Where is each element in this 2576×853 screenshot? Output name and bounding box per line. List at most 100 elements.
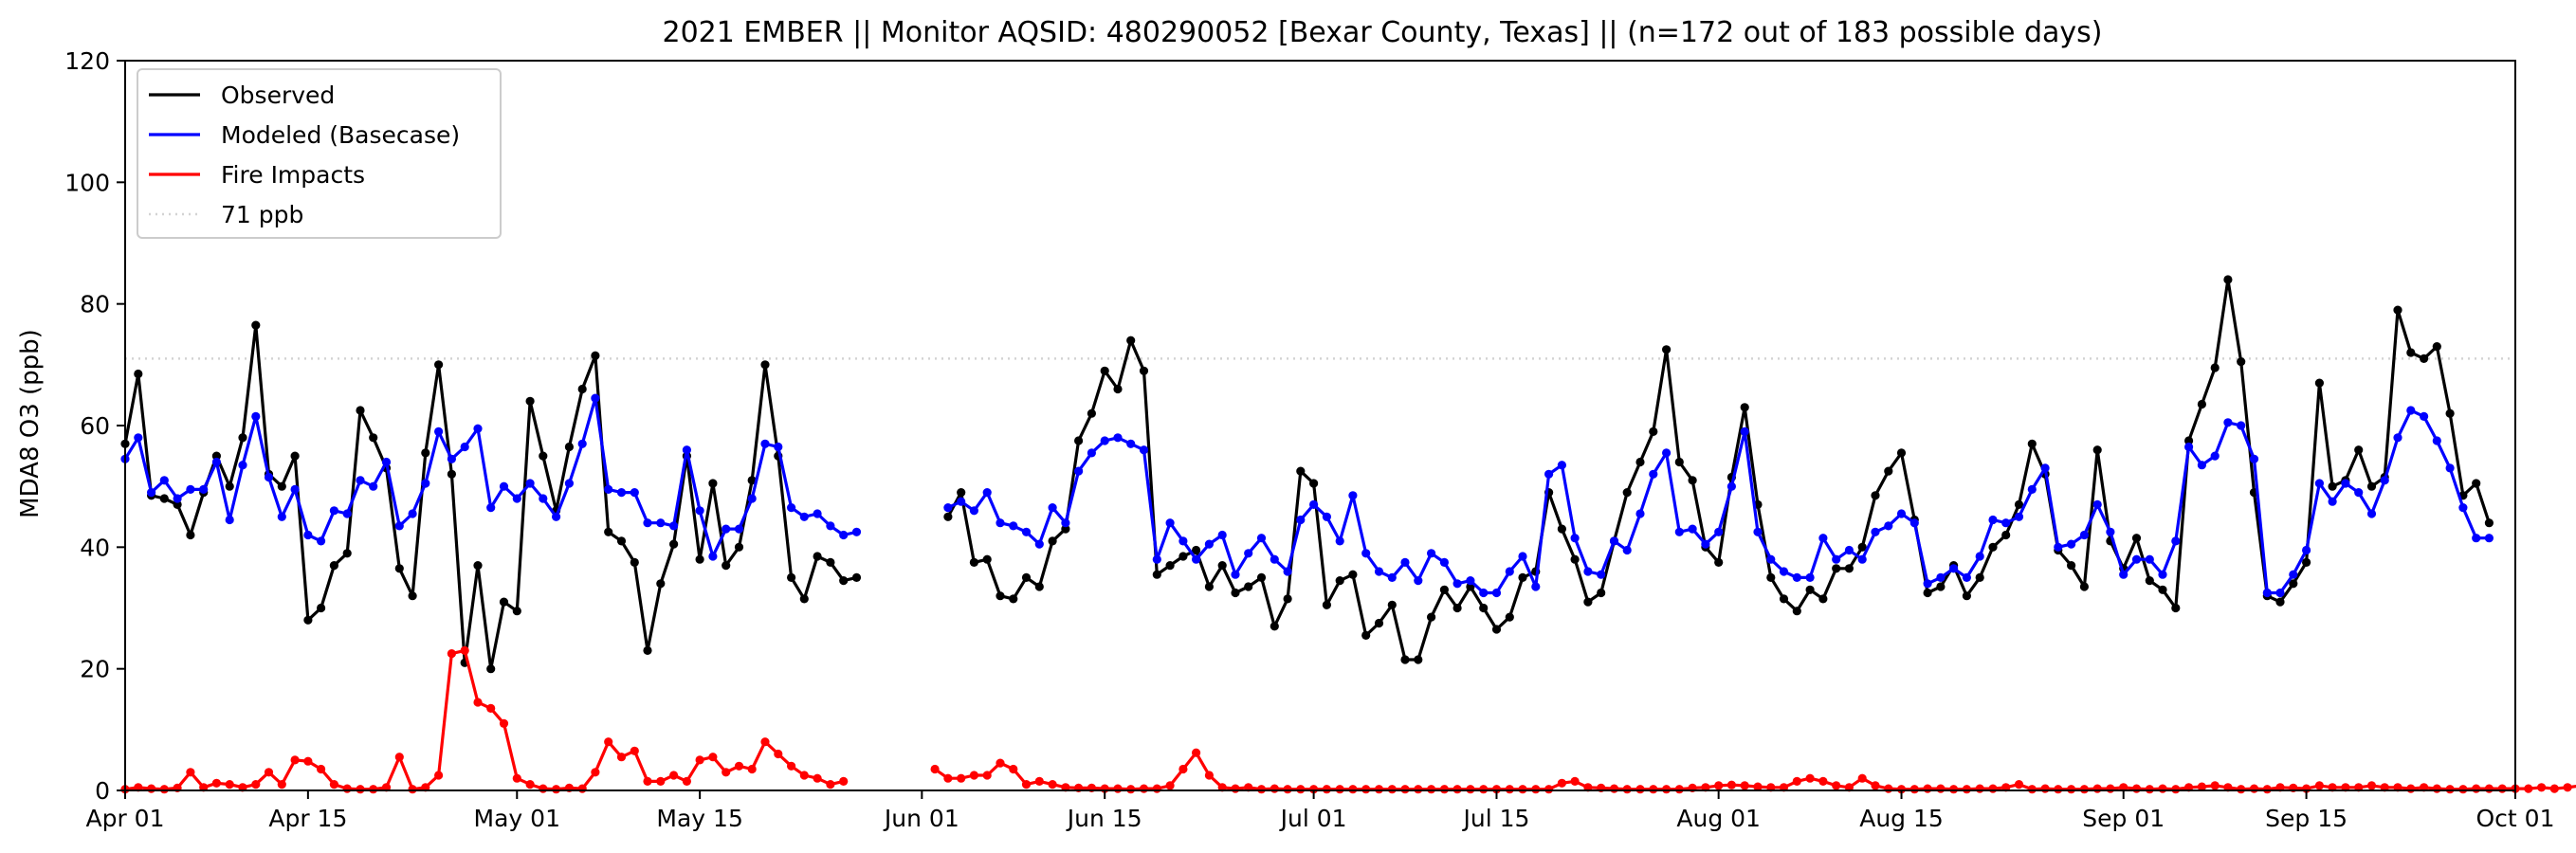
data-point — [2067, 561, 2076, 571]
x-tick-label: May 15 — [656, 805, 742, 832]
data-point — [1844, 545, 1854, 555]
data-point — [1270, 784, 1279, 793]
data-point — [1021, 572, 1032, 583]
data-point — [1204, 771, 1214, 780]
data-point — [1204, 582, 1214, 591]
data-point — [1322, 600, 1331, 609]
data-point — [708, 753, 718, 762]
data-point — [957, 773, 966, 783]
data-point — [2197, 399, 2206, 409]
data-point — [604, 484, 613, 494]
data-point — [656, 579, 666, 589]
data-point — [186, 768, 195, 777]
data-point — [1479, 588, 1489, 598]
data-point — [1113, 384, 1123, 394]
data-point — [2027, 785, 2037, 794]
data-point — [604, 737, 613, 747]
data-point — [839, 576, 849, 586]
data-point — [342, 509, 352, 518]
data-point — [630, 746, 639, 755]
data-point — [356, 785, 365, 794]
data-point — [1100, 436, 1109, 445]
data-point — [1805, 773, 1815, 783]
data-point — [1165, 781, 1175, 790]
data-point — [577, 384, 587, 394]
data-point — [1231, 588, 1240, 598]
data-point — [264, 768, 274, 777]
data-point — [2054, 542, 2063, 552]
data-point — [2079, 785, 2089, 794]
data-point — [1309, 479, 1319, 488]
data-point — [2249, 784, 2259, 793]
data-point — [1975, 552, 1984, 561]
data-point — [1309, 499, 1319, 510]
data-point — [1452, 603, 1462, 613]
data-point — [982, 771, 992, 780]
data-point — [1635, 785, 1645, 794]
data-point — [1896, 509, 1907, 518]
y-tick-label: 80 — [80, 291, 110, 318]
data-point — [2366, 481, 2377, 491]
data-point — [238, 461, 247, 470]
data-point — [1414, 576, 1423, 586]
data-point — [1871, 491, 1880, 500]
data-point — [303, 756, 313, 766]
data-point — [1609, 784, 1619, 793]
data-point — [747, 476, 757, 485]
data-point — [1871, 527, 1880, 536]
legend-label: Fire Impacts — [221, 161, 365, 189]
data-point — [1113, 784, 1123, 793]
data-point — [1674, 527, 1684, 536]
data-point — [682, 445, 692, 455]
x-tick-label: Sep 01 — [2082, 805, 2165, 832]
data-point — [774, 749, 783, 759]
data-point — [473, 424, 483, 433]
data-point — [277, 512, 286, 521]
data-point — [1335, 785, 1344, 794]
data-point — [2223, 275, 2233, 284]
data-point — [2027, 484, 2037, 494]
data-point — [760, 360, 770, 370]
data-point — [147, 488, 156, 498]
data-point — [1021, 780, 1032, 789]
data-point — [2354, 488, 2364, 498]
data-point — [1439, 557, 1449, 568]
data-point — [2067, 539, 2076, 549]
data-point — [1635, 509, 1645, 518]
data-point — [2223, 418, 2233, 427]
data-point — [1048, 780, 1057, 789]
data-point — [734, 524, 744, 534]
data-point — [708, 552, 718, 561]
data-point — [499, 597, 509, 607]
data-point — [1726, 780, 1736, 789]
data-point — [342, 549, 352, 558]
data-point — [2393, 433, 2402, 443]
data-point — [1792, 607, 1801, 616]
data-point — [1152, 784, 1161, 793]
data-point — [2445, 408, 2455, 418]
data-point — [826, 521, 835, 531]
data-point — [957, 488, 966, 498]
data-point — [2445, 463, 2455, 473]
data-point — [1139, 445, 1149, 455]
data-point — [317, 536, 326, 546]
data-point — [486, 664, 496, 674]
data-point — [134, 369, 143, 379]
x-tick-label: Oct 01 — [2476, 805, 2555, 832]
data-point — [2302, 545, 2311, 555]
data-point — [408, 591, 417, 601]
data-point — [1597, 570, 1606, 579]
data-point — [1949, 785, 1959, 794]
data-point — [734, 761, 744, 771]
data-point — [277, 481, 286, 491]
data-point — [2210, 363, 2220, 372]
series-observed — [120, 275, 2494, 674]
data-point — [1165, 561, 1175, 571]
data-point — [552, 785, 561, 794]
data-point — [2563, 783, 2572, 792]
data-point — [2001, 530, 2011, 540]
data-point — [1204, 539, 1214, 549]
data-point — [2145, 554, 2154, 564]
data-point — [2119, 570, 2128, 579]
data-point — [2040, 463, 2050, 473]
